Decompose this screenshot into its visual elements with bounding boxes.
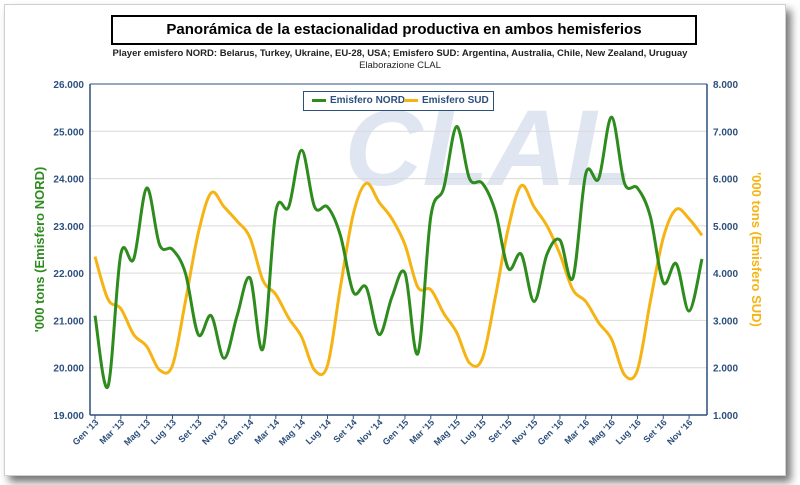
y-right-tick-label: 2.000 bbox=[713, 364, 738, 375]
x-tick-label: Gen '16 bbox=[536, 417, 566, 447]
y-right-tick-label: 4.000 bbox=[713, 269, 738, 280]
x-tick-label: Mag '16 bbox=[587, 417, 617, 447]
x-tick-label: Nov '16 bbox=[665, 417, 694, 446]
legend-swatch-nord bbox=[312, 98, 326, 102]
legend-label-nord: Emisfero NORD bbox=[330, 95, 406, 106]
y-left-tick-label: 25.000 bbox=[53, 127, 84, 138]
y-left-tick-label: 19.000 bbox=[53, 411, 84, 422]
legend-label-sud: Emisfero SUD bbox=[422, 95, 489, 106]
x-tick-label: Nov '14 bbox=[355, 417, 384, 446]
x-tick-label: Nov '13 bbox=[200, 417, 229, 446]
y-left-tick-label: 26.000 bbox=[53, 80, 84, 91]
chart-legend: Emisfero NORD Emisfero SUD bbox=[303, 91, 494, 111]
series-line-nord bbox=[93, 115, 704, 389]
x-tick-label: Gen '14 bbox=[226, 417, 256, 447]
y-left-tick-label: 20.000 bbox=[53, 364, 84, 375]
y-left-tick-label: 21.000 bbox=[53, 316, 84, 327]
y-right-tick-label: 8.000 bbox=[713, 80, 738, 91]
x-tick-label: Mag '15 bbox=[432, 417, 462, 447]
legend-swatch-sud bbox=[404, 98, 418, 102]
y-left-axis-title: '000 tons (Emisfero NORD) bbox=[32, 167, 47, 333]
y-right-tick-label: 1.000 bbox=[713, 411, 738, 422]
y-right-tick-label: 3.000 bbox=[713, 316, 738, 327]
x-tick-label: Lug '16 bbox=[614, 417, 643, 446]
chart-title: Panorámica de la estacionalidad producti… bbox=[111, 15, 697, 45]
chart-credit: Elaborazione CLAL bbox=[359, 60, 441, 71]
y-right-tick-label: 5.000 bbox=[713, 222, 738, 233]
x-tick-label: Lug '13 bbox=[149, 417, 178, 446]
x-tick-label: Mag '13 bbox=[122, 417, 152, 447]
x-tick-label: Gen '15 bbox=[381, 417, 411, 447]
x-tick-label: Nov '15 bbox=[510, 417, 539, 446]
y-left-tick-label: 22.000 bbox=[53, 269, 84, 280]
y-right-tick-label: 6.000 bbox=[713, 175, 738, 186]
y-left-tick-label: 24.000 bbox=[53, 175, 84, 186]
legend-item-nord[interactable]: Emisfero NORD bbox=[312, 95, 405, 106]
y-right-axis-title: '000 tons (Emisfero SUD) bbox=[749, 172, 764, 327]
x-tick-label: Lug '14 bbox=[304, 417, 333, 446]
x-tick-label: Lug '15 bbox=[459, 417, 488, 446]
x-tick-label: Mag '14 bbox=[277, 417, 307, 447]
legend-item-sud[interactable]: Emisfero SUD bbox=[404, 95, 489, 106]
y-left-tick-label: 23.000 bbox=[53, 222, 84, 233]
series-line-sud bbox=[93, 181, 704, 381]
y-right-tick-label: 7.000 bbox=[713, 127, 738, 138]
chart-subtitle: Player emisfero NORD: Belarus, Turkey, U… bbox=[112, 48, 688, 59]
